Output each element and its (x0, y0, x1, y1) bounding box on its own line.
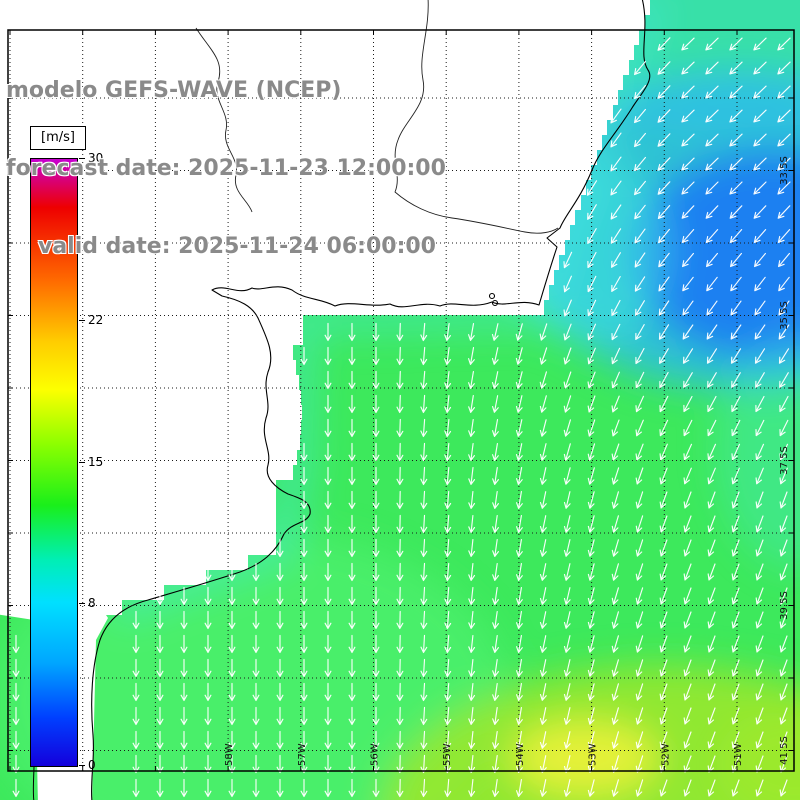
colorbar-unit-label: [m/s] (30, 126, 86, 150)
grid (8, 30, 794, 771)
coastal-lagoon (491, 299, 499, 307)
model-title: modelo GEFS-WAVE (NCEP) (6, 78, 342, 103)
lat-label: 41.5S (779, 736, 790, 765)
lon-label: 57W (297, 743, 308, 766)
colorbar-gradient (30, 158, 78, 767)
lon-label: 52W (660, 743, 671, 766)
header: modelo GEFS-WAVE (NCEP) forecast date: 2… (6, 26, 446, 312)
colorbar: [m/s] 30 22 15 8 0 (30, 126, 160, 800)
forecast-date: forecast date: 2025-11-23 12:00:00 (6, 156, 446, 181)
lon-label: 51W (733, 743, 744, 766)
colorbar-tick-label: 30 (88, 151, 104, 165)
lon-label: 53W (588, 743, 599, 766)
lon-label: 55W (442, 743, 453, 766)
lon-label: 54W (515, 743, 526, 766)
land (0, 0, 655, 800)
lat-label: 33.5S (779, 156, 790, 185)
map-frame (7, 29, 795, 772)
colorbar-tick-label: 0 (88, 758, 96, 772)
lon-label: 56W (370, 743, 381, 766)
colorbar-tick-mark (79, 603, 85, 605)
colorbar-tick-label: 22 (88, 312, 104, 327)
colorbar-tick-label: 8 (88, 596, 96, 611)
colorbar-tick-mark (79, 461, 85, 463)
map-axis-labels: 33.5S 35.5S 37.5S 39.5S 41.5S 58W 57W 56W 55W 54W… (224, 156, 790, 766)
river-line (195, 27, 253, 213)
colorbar-tick-mark (79, 319, 85, 321)
colorbar-tick-mark (79, 158, 85, 159)
valid-date: valid date: 2025-11-24 06:00:00 (38, 234, 436, 259)
colorbar-tick-mark (79, 765, 85, 766)
wind-arrows (12, 37, 791, 798)
lat-label: 35.5S (779, 301, 790, 330)
river-border-line (394, 0, 559, 234)
lat-label: 39.5S (779, 591, 790, 620)
colorbar-tick-label: 15 (88, 454, 104, 469)
coastal-lagoon (488, 292, 496, 300)
lon-label: 58W (224, 743, 235, 766)
lat-label: 37.5S (779, 446, 790, 475)
